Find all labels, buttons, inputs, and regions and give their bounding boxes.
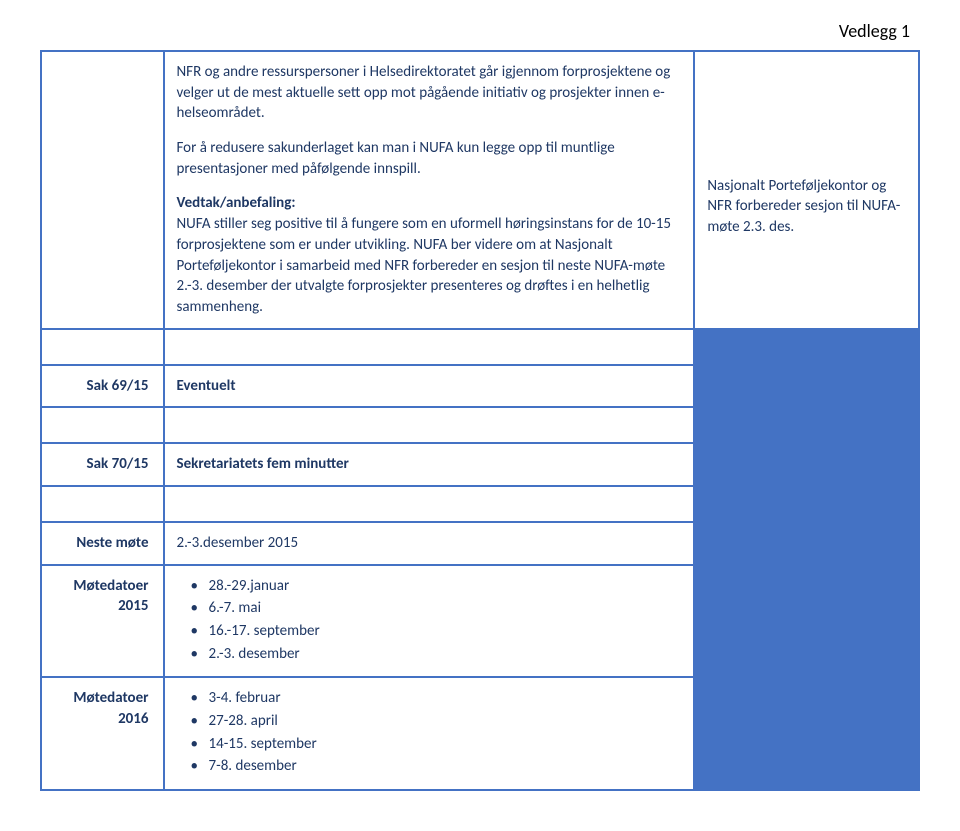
action-text: Nasjonalt Porteføljekontor og NFR forber… [707,177,900,236]
table-row: Neste møte 2.-3.desember 2015 [41,522,919,565]
row-label: Sak 70/15 [41,443,164,486]
row-content-empty [164,407,695,443]
row-action: Nasjonalt Porteføljekontor og NFR forber… [694,51,919,329]
row-action-empty [694,486,919,522]
vedtak-text: NUFA stiller seg positive til å fungere … [177,215,671,316]
row-action-empty [694,365,919,408]
row-content-empty [164,486,695,522]
list-item: 6.-7. mai [191,598,682,619]
date-list-2016: 3-4. februar 27-28. april 14-15. septemb… [177,688,682,777]
row-label-empty [41,486,164,522]
row-label: Møtedatoer 2015 [41,565,164,678]
paragraph: NFR og andre ressurspersoner i Helsedire… [177,62,682,124]
table-row: NFR og andre ressurspersoner i Helsedire… [41,51,919,329]
table-row [41,407,919,443]
row-content-empty [164,329,695,365]
table-row: Møtedatoer 2016 3-4. februar 27-28. apri… [41,677,919,790]
table-row: Sak 69/15 Eventuelt [41,365,919,408]
row-action-empty [694,407,919,443]
list-item: 14-15. september [191,734,682,755]
list-item: 7-8. desember [191,756,682,777]
list-item: 3-4. februar [191,688,682,709]
row-label: Neste møte [41,522,164,565]
row-action-empty [694,677,919,790]
document-table: NFR og andre ressurspersoner i Helsedire… [40,50,920,791]
row-label-empty [41,407,164,443]
row-label-empty [41,329,164,365]
table-row: Sak 70/15 Sekretariatets fem minutter [41,443,919,486]
row-content: NFR og andre ressurspersoner i Helsedire… [164,51,695,329]
list-item: 28.-29.januar [191,576,682,597]
row-title: Sekretariatets fem minutter [164,443,695,486]
list-item: 16.-17. september [191,621,682,642]
row-action-empty [694,565,919,678]
table-row: Møtedatoer 2015 28.-29.januar 6.-7. mai … [41,565,919,678]
paragraph: For å redusere sakunderlaget kan man i N… [177,138,682,179]
row-content: 28.-29.januar 6.-7. mai 16.-17. septembe… [164,565,695,678]
table-row [41,329,919,365]
row-content: 3-4. februar 27-28. april 14-15. septemb… [164,677,695,790]
row-action-empty [694,329,919,365]
list-item: 27-28. april [191,711,682,732]
table-row [41,486,919,522]
date-list-2015: 28.-29.januar 6.-7. mai 16.-17. septembe… [177,576,682,665]
row-title: Eventuelt [164,365,695,408]
row-label-empty [41,51,164,329]
paragraph: Vedtak/anbefaling: NUFA stiller seg posi… [177,193,682,317]
row-action-empty [694,443,919,486]
vedtak-label: Vedtak/anbefaling: [177,194,296,212]
row-title: 2.-3.desember 2015 [164,522,695,565]
row-action-empty [694,522,919,565]
row-label: Møtedatoer 2016 [41,677,164,790]
row-label: Sak 69/15 [41,365,164,408]
page-header-right: Vedlegg 1 [40,20,920,42]
list-item: 2.-3. desember [191,644,682,665]
